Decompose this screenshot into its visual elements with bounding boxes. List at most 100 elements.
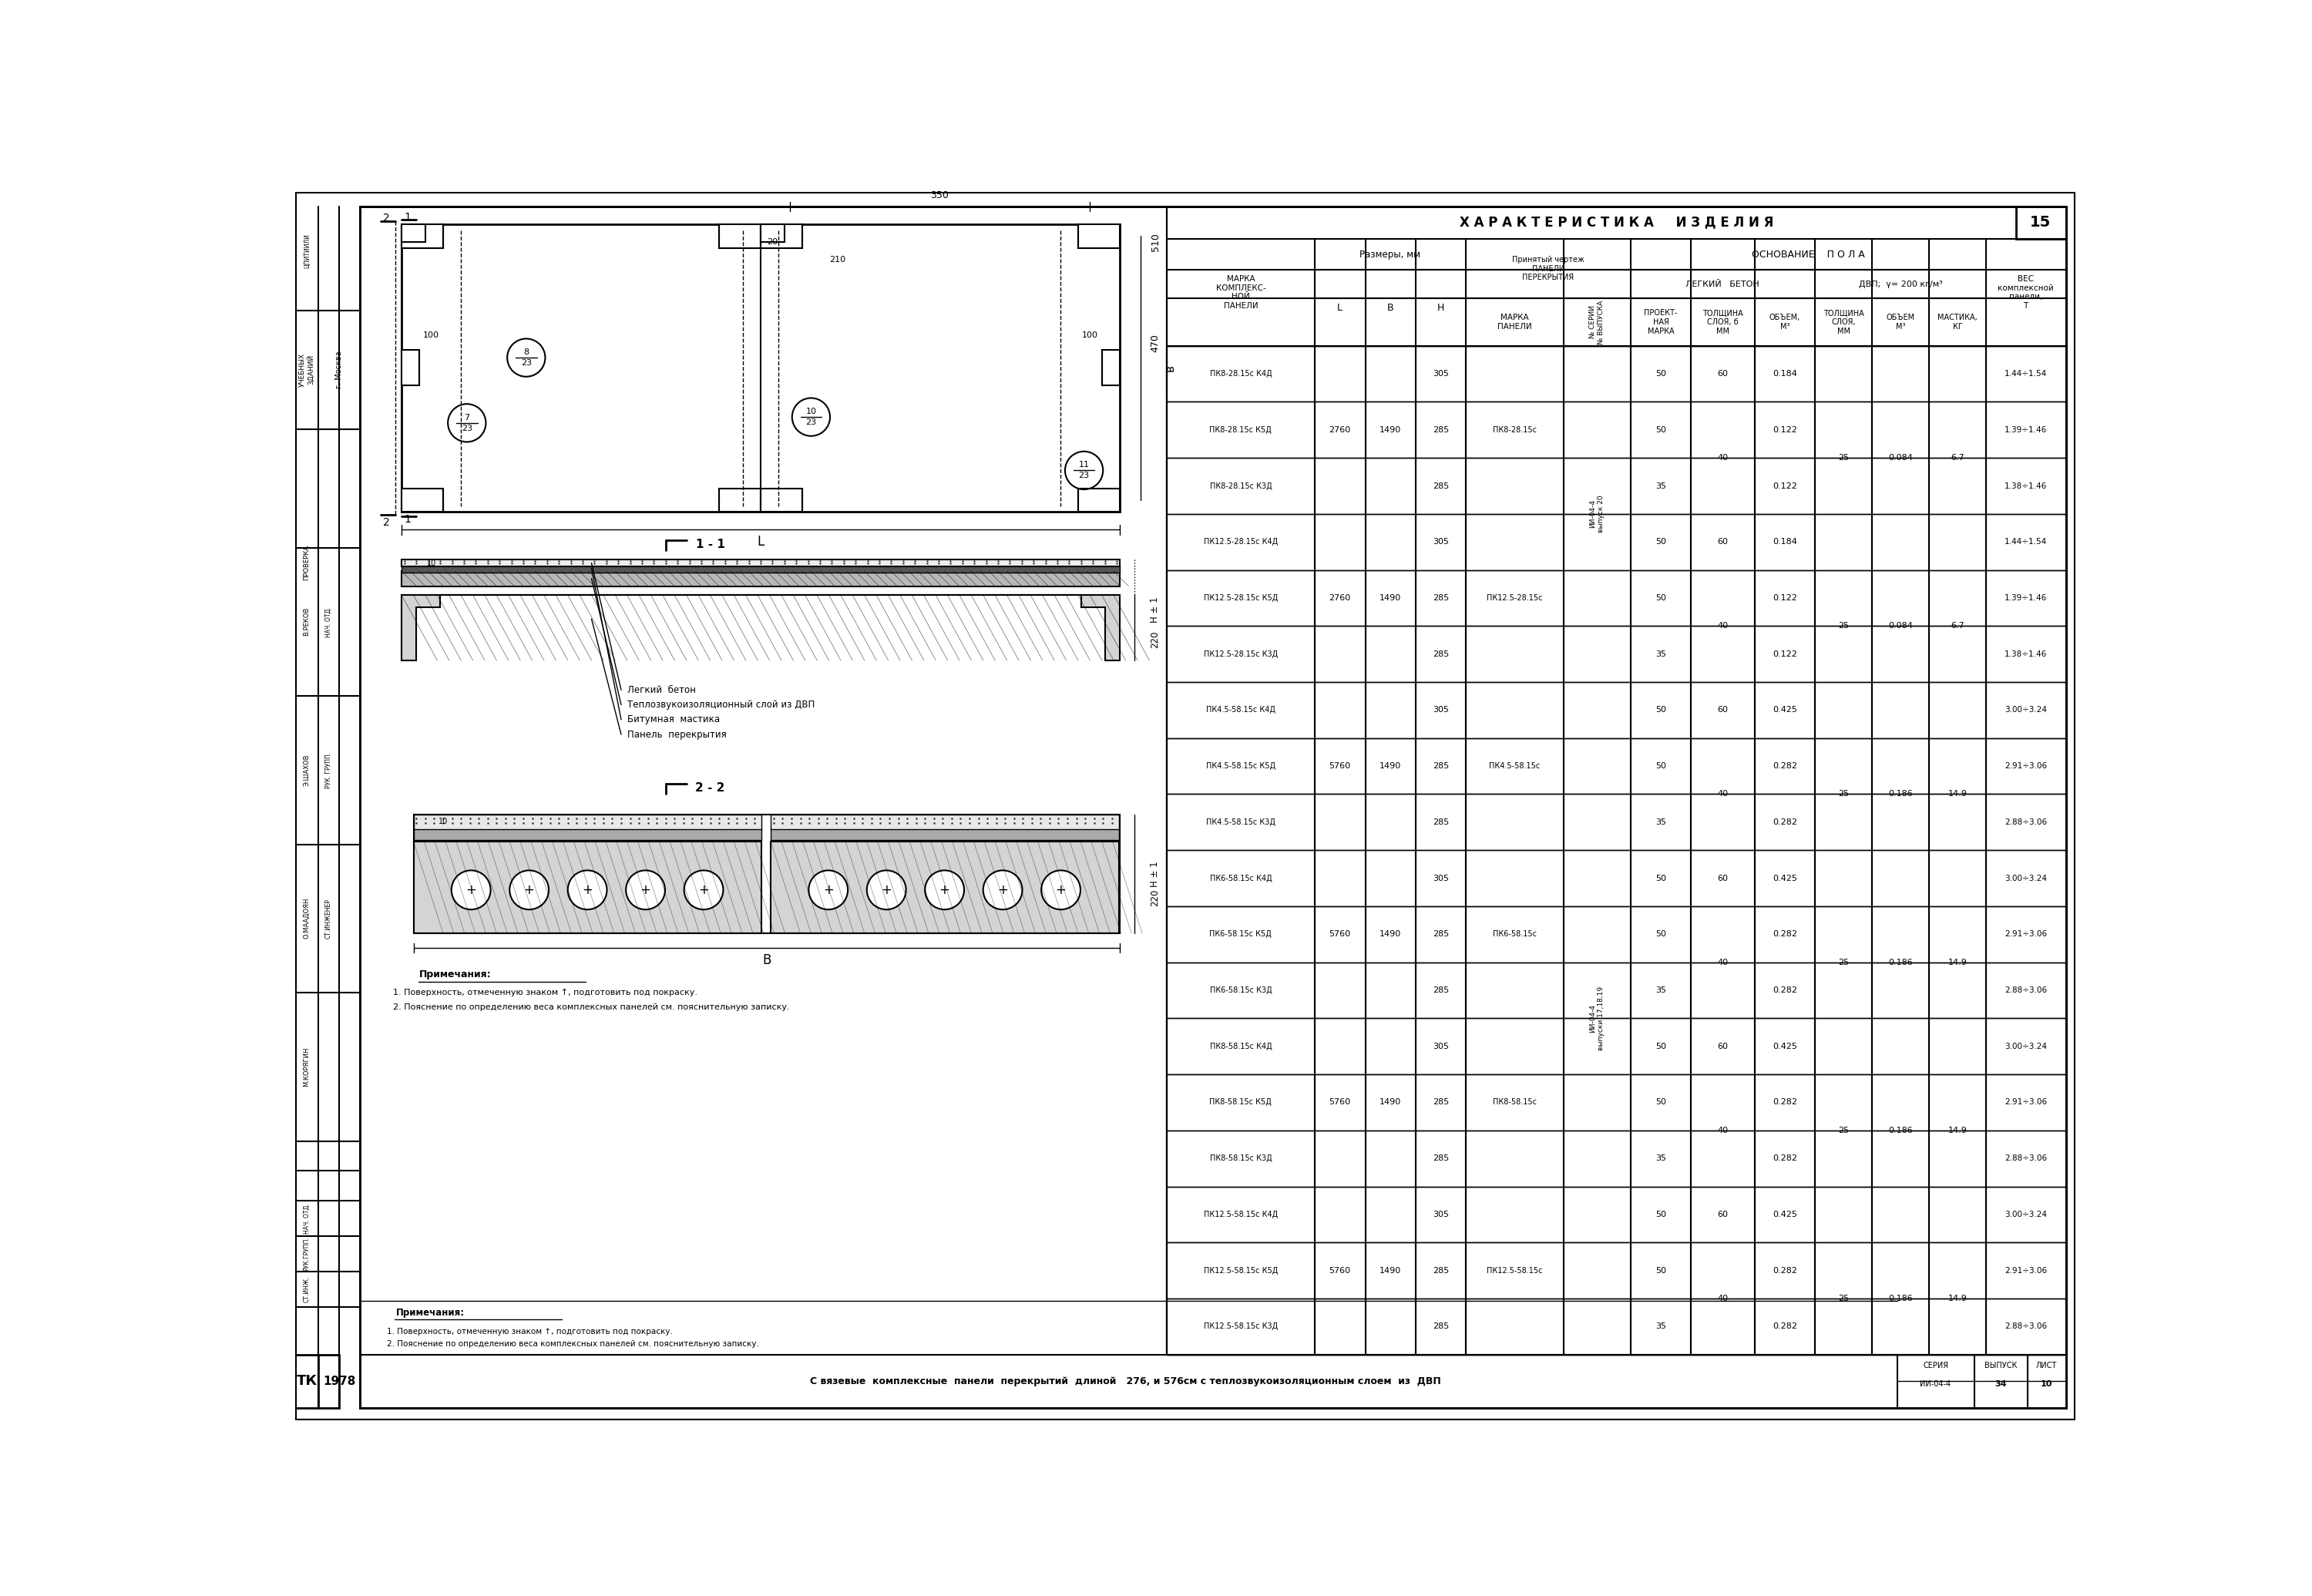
Text: 285: 285 [1433, 930, 1450, 938]
Bar [761, 488, 802, 512]
Bar [1466, 1018, 1563, 1186]
Text: 0.122: 0.122 [1773, 594, 1796, 602]
Bar [1690, 907, 1755, 1018]
Text: ТОЛЩИНА
СЛОЯ,
МM: ТОЛЩИНА СЛОЯ, МM [1824, 310, 1863, 335]
Text: 0.425: 0.425 [1773, 875, 1796, 883]
Text: 23: 23 [462, 425, 472, 433]
Bar [1690, 1074, 1755, 1186]
Bar [1928, 570, 1986, 681]
Bar [1563, 681, 1630, 1355]
Text: 220: 220 [1151, 630, 1161, 648]
Bar [1316, 346, 1415, 514]
Text: ПК8-58.15с: ПК8-58.15с [1494, 1098, 1537, 1106]
Text: в: в [1165, 364, 1177, 372]
Text: 1: 1 [405, 514, 412, 525]
Text: 6.7: 6.7 [1951, 622, 1965, 630]
Text: 285: 285 [1433, 650, 1450, 658]
Bar [1815, 1243, 1873, 1355]
Bar [1563, 346, 1630, 681]
Text: 0.184: 0.184 [1773, 538, 1796, 546]
Text: 8: 8 [523, 348, 529, 356]
Text: ПК4.5-58.15с К5Д: ПК4.5-58.15с К5Д [1207, 763, 1276, 769]
Text: +: + [939, 883, 950, 897]
Text: 35: 35 [1655, 986, 1667, 994]
Text: 1.44÷1.54: 1.44÷1.54 [2005, 538, 2046, 546]
Text: ОБЪЕМ
М³: ОБЪЕМ М³ [1887, 314, 1914, 330]
Text: В.РЕКОВ: В.РЕКОВ [303, 608, 310, 637]
Text: 25: 25 [1838, 622, 1850, 630]
Circle shape [925, 870, 964, 910]
Text: 7: 7 [465, 413, 469, 421]
Text: 285: 285 [1433, 1154, 1450, 1162]
Text: 3.00÷3.24: 3.00÷3.24 [2005, 1211, 2046, 1218]
Text: 50: 50 [1655, 370, 1667, 378]
Text: 50: 50 [1655, 705, 1667, 713]
Text: ПК6-58.15с К5Д: ПК6-58.15с К5Д [1209, 930, 1272, 938]
Text: ДВП;  γ= 200 кг/м³: ДВП; γ= 200 кг/м³ [1859, 281, 1942, 287]
Text: 2760: 2760 [1329, 426, 1350, 434]
Text: 285: 285 [1433, 594, 1450, 602]
Text: ПК6-58.15с: ПК6-58.15с [1494, 930, 1537, 938]
Text: 0.122: 0.122 [1773, 426, 1796, 434]
Text: 2.91÷3.06: 2.91÷3.06 [2005, 763, 2046, 769]
Bar [414, 814, 761, 828]
Text: 60: 60 [1718, 1211, 1727, 1218]
Bar [1873, 1243, 1928, 1355]
Bar [1815, 570, 1873, 681]
Text: ПРОЕКТ-
НАЯ
МАРКА: ПРОЕКТ- НАЯ МАРКА [1644, 310, 1679, 335]
Text: Панель  перекрытия: Панель перекрытия [627, 729, 726, 739]
Text: ПК4.5-58.15с К4Д: ПК4.5-58.15с К4Д [1207, 705, 1276, 713]
Text: 50: 50 [1655, 1211, 1667, 1218]
Text: 5760: 5760 [1329, 1098, 1350, 1106]
Text: L: L [756, 535, 765, 549]
Text: 60: 60 [1718, 1042, 1727, 1050]
Text: 1.38÷1.46: 1.38÷1.46 [2005, 650, 2046, 658]
Text: 1490: 1490 [1380, 930, 1401, 938]
Bar [1466, 346, 1563, 514]
Text: 1.39÷1.46: 1.39÷1.46 [2005, 594, 2046, 602]
Text: 0.282: 0.282 [1773, 1154, 1796, 1162]
Text: 305: 305 [1433, 1211, 1450, 1218]
Text: 14.9: 14.9 [1949, 790, 1968, 798]
Circle shape [684, 870, 724, 910]
Text: 50: 50 [1655, 930, 1667, 938]
Text: ВЫПУСК: ВЫПУСК [1984, 1361, 2016, 1369]
Text: 5760: 5760 [1329, 763, 1350, 769]
Bar [414, 828, 761, 839]
Text: МАСТИКА,
КГ: МАСТИКА, КГ [1937, 314, 1977, 330]
Text: 1. Поверхность, отмеченную знаком ↑, подготовить под покраску.: 1. Поверхность, отмеченную знаком ↑, под… [386, 1328, 673, 1336]
Text: ПК12.5-28.15с К5Д: ПК12.5-28.15с К5Д [1205, 594, 1279, 602]
Polygon shape [402, 595, 1119, 661]
Text: ИИ-04-4
выпуск 20: ИИ-04-4 выпуск 20 [1588, 495, 1605, 533]
Bar [1873, 570, 1928, 681]
Bar [1928, 907, 1986, 1018]
Text: 25: 25 [1838, 790, 1850, 798]
Text: 35: 35 [1655, 650, 1667, 658]
Bar [1873, 402, 1928, 514]
Bar [1316, 681, 1415, 851]
Text: 285: 285 [1433, 1323, 1450, 1331]
Text: 35: 35 [1655, 1154, 1667, 1162]
Text: 3.00÷3.24: 3.00÷3.24 [2005, 1042, 2046, 1050]
Text: 3.00÷3.24: 3.00÷3.24 [2005, 875, 2046, 883]
Text: НАЧ. ОТД.: НАЧ. ОТД. [303, 1203, 310, 1234]
Text: 2 - 2: 2 - 2 [696, 782, 726, 793]
Bar [414, 841, 761, 934]
Text: L: L [1336, 303, 1343, 313]
Circle shape [627, 870, 666, 910]
Bar [761, 223, 802, 247]
Text: 23: 23 [805, 418, 816, 426]
Bar [414, 814, 1119, 934]
Bar [1690, 737, 1755, 851]
Bar [1815, 907, 1873, 1018]
Bar [770, 828, 1119, 839]
Text: Битумная  мастика: Битумная мастика [627, 715, 719, 725]
Text: 2.88÷3.06: 2.88÷3.06 [2005, 986, 2046, 994]
Text: М.КОРЯГИН: М.КОРЯГИН [303, 1047, 310, 1087]
Text: 50: 50 [1655, 763, 1667, 769]
Text: 15: 15 [2030, 215, 2051, 230]
Text: 1490: 1490 [1380, 763, 1401, 769]
Text: 3.00÷3.24: 3.00÷3.24 [2005, 705, 2046, 713]
Text: 1.39÷1.46: 1.39÷1.46 [2005, 426, 2046, 434]
Text: H: H [1438, 303, 1445, 313]
